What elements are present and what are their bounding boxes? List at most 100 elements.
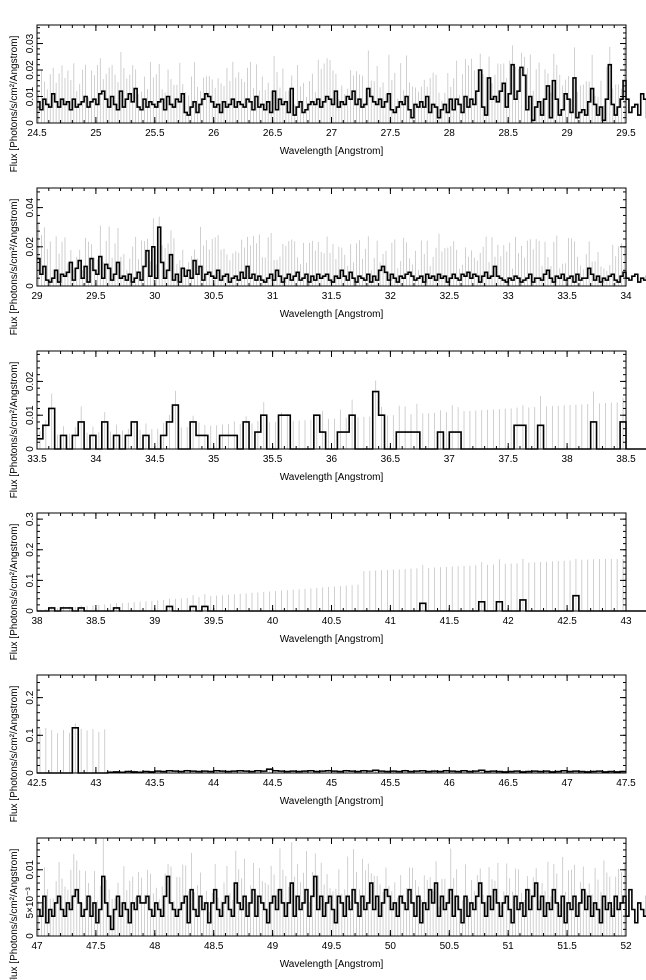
x-tick-label: 46.5 bbox=[498, 778, 518, 789]
x-tick-label: 46 bbox=[444, 778, 456, 789]
y-axis-title: Flux [Photons/s/cm²/Angstrom] bbox=[9, 523, 20, 660]
x-tick-label: 51.5 bbox=[557, 941, 577, 952]
x-tick-label: 52 bbox=[620, 941, 632, 952]
plot-frame bbox=[36, 24, 627, 124]
x-tick-label: 36 bbox=[326, 454, 338, 465]
x-tick-label: 39.5 bbox=[204, 616, 224, 627]
x-axis-title: Wavelength [Angstrom] bbox=[280, 634, 384, 645]
x-tick-label: 30.5 bbox=[204, 291, 224, 302]
error-bars bbox=[38, 216, 625, 286]
x-tick-label: 47.5 bbox=[86, 941, 106, 952]
x-tick-label: 28.5 bbox=[498, 128, 518, 139]
x-tick-label: 32.5 bbox=[440, 291, 460, 302]
x-tick-label: 29.5 bbox=[86, 291, 106, 302]
x-tick-label: 42.5 bbox=[557, 616, 577, 627]
x-axis-title: Wavelength [Angstrom] bbox=[280, 959, 384, 970]
x-tick-label: 29.5 bbox=[616, 128, 636, 139]
x-tick-label: 48.5 bbox=[204, 941, 224, 952]
x-tick-label: 51 bbox=[503, 941, 515, 952]
x-tick-label: 37.5 bbox=[498, 454, 518, 465]
x-tick-label: 44 bbox=[208, 778, 220, 789]
x-axis-title: Wavelength [Angstrom] bbox=[280, 309, 384, 320]
x-tick-label: 43.5 bbox=[145, 778, 165, 789]
y-tick-label: 0.02 bbox=[25, 60, 36, 80]
plot-frame bbox=[36, 512, 627, 612]
x-tick-label: 29 bbox=[31, 291, 43, 302]
x-tick-label: 31.5 bbox=[322, 291, 342, 302]
y-tick-label: 0.02 bbox=[25, 371, 36, 391]
y-axis-title: Flux [Photons/s/cm²/Angstrom] bbox=[9, 35, 20, 172]
x-tick-label: 42 bbox=[503, 616, 515, 627]
y-axis-title: Flux [Photons/s/cm²/Angstrom] bbox=[9, 848, 20, 980]
x-tick-label: 43 bbox=[90, 778, 102, 789]
y-tick-label: 0 bbox=[25, 933, 36, 939]
x-tick-label: 48 bbox=[149, 941, 161, 952]
y-tick-label: 0.01 bbox=[25, 860, 36, 880]
x-tick-label: 50 bbox=[385, 941, 397, 952]
flux-step-line bbox=[37, 875, 646, 931]
x-tick-label: 41.5 bbox=[440, 616, 460, 627]
y-tick-label: 0 bbox=[25, 120, 36, 126]
y-tick-label: 0.01 bbox=[25, 86, 36, 106]
x-tick-label: 33.5 bbox=[27, 454, 47, 465]
x-tick-label: 25.5 bbox=[145, 128, 165, 139]
flux-step-line bbox=[37, 226, 646, 283]
plot-frame bbox=[36, 187, 627, 287]
y-axis-title: Flux [Photons/s/cm²/Angstrom] bbox=[9, 198, 20, 335]
x-tick-label: 37 bbox=[444, 454, 456, 465]
x-tick-label: 45.5 bbox=[381, 778, 401, 789]
x-tick-label: 50.5 bbox=[440, 941, 460, 952]
x-tick-label: 43 bbox=[620, 616, 632, 627]
y-tick-label: 0.01 bbox=[25, 405, 36, 425]
y-tick-label: 0.2 bbox=[25, 690, 36, 704]
x-tick-label: 27 bbox=[326, 128, 338, 139]
y-tick-label: 0 bbox=[25, 283, 36, 289]
y-tick-label: 0 bbox=[25, 446, 36, 452]
y-tick-label: 0.04 bbox=[25, 197, 36, 217]
flux-step-line bbox=[37, 726, 626, 774]
x-tick-label: 45 bbox=[326, 778, 338, 789]
x-tick-label: 49.5 bbox=[322, 941, 342, 952]
chart-panel-4: 38 38.5 39 39.5 40 40.5 41 41.5 42 42.5 43 0 0.1 0.2 0… bbox=[9, 512, 646, 660]
y-tick-label: 0 bbox=[25, 608, 36, 614]
chart-panel-3: 33.5 34 34.5 35 35.5 36 36.5 37 37.5 38 38.5 0 0.01 0… bbox=[9, 350, 646, 498]
x-tick-label: 33.5 bbox=[557, 291, 577, 302]
x-tick-label: 38 bbox=[562, 454, 574, 465]
y-tick-label: 0.2 bbox=[25, 542, 36, 556]
error-bars bbox=[39, 723, 624, 773]
x-tick-label: 41 bbox=[385, 616, 397, 627]
x-axis-title: Wavelength [Angstrom] bbox=[280, 796, 384, 807]
x-tick-label: 28 bbox=[444, 128, 456, 139]
y-tick-label: 0 bbox=[25, 770, 36, 776]
x-tick-label: 47 bbox=[31, 941, 43, 952]
y-tick-label: 0.3 bbox=[25, 512, 36, 526]
y-axis-title: Flux [Photons/s/cm²/Angstrom] bbox=[9, 685, 20, 822]
x-tick-label: 38.5 bbox=[616, 454, 636, 465]
chart-panel-5: 42.5 43 43.5 44 44.5 45 45.5 46 46.5 47 47.5 0 0.1 0.… bbox=[9, 674, 636, 822]
y-tick-label: 0.1 bbox=[25, 728, 36, 742]
x-tick-label: 25 bbox=[90, 128, 102, 139]
y-tick-label: 0.03 bbox=[25, 33, 36, 53]
x-tick-label: 33 bbox=[503, 291, 515, 302]
x-tick-label: 40 bbox=[267, 616, 279, 627]
error-bars bbox=[38, 838, 625, 936]
chart-panel-2: 29 29.5 30 30.5 31 31.5 32 32.5 33 33.5 34 0 0.02 0.0… bbox=[9, 187, 646, 335]
y-tick-label: 0.02 bbox=[25, 237, 36, 257]
x-axis-title: Wavelength [Angstrom] bbox=[280, 472, 384, 483]
x-tick-label: 47.5 bbox=[616, 778, 636, 789]
x-tick-label: 42.5 bbox=[27, 778, 47, 789]
x-tick-label: 38 bbox=[31, 616, 43, 627]
x-tick-label: 35 bbox=[208, 454, 220, 465]
x-tick-label: 36.5 bbox=[381, 454, 401, 465]
error-bars bbox=[39, 558, 624, 611]
x-tick-label: 29 bbox=[562, 128, 574, 139]
chart-panel-1: 24.5 25 25.5 26 26.5 27 27.5 28 28.5 29 29.5 0 0.01 0… bbox=[9, 24, 646, 172]
x-axis-title: Wavelength [Angstrom] bbox=[280, 146, 384, 157]
x-tick-label: 35.5 bbox=[263, 454, 283, 465]
x-tick-label: 34 bbox=[90, 454, 102, 465]
flux-step-line bbox=[37, 63, 646, 122]
x-tick-label: 34.5 bbox=[145, 454, 165, 465]
y-axis-title: Flux [Photons/s/cm²/Angstrom] bbox=[9, 361, 20, 498]
x-tick-label: 39 bbox=[149, 616, 161, 627]
x-tick-label: 44.5 bbox=[263, 778, 283, 789]
